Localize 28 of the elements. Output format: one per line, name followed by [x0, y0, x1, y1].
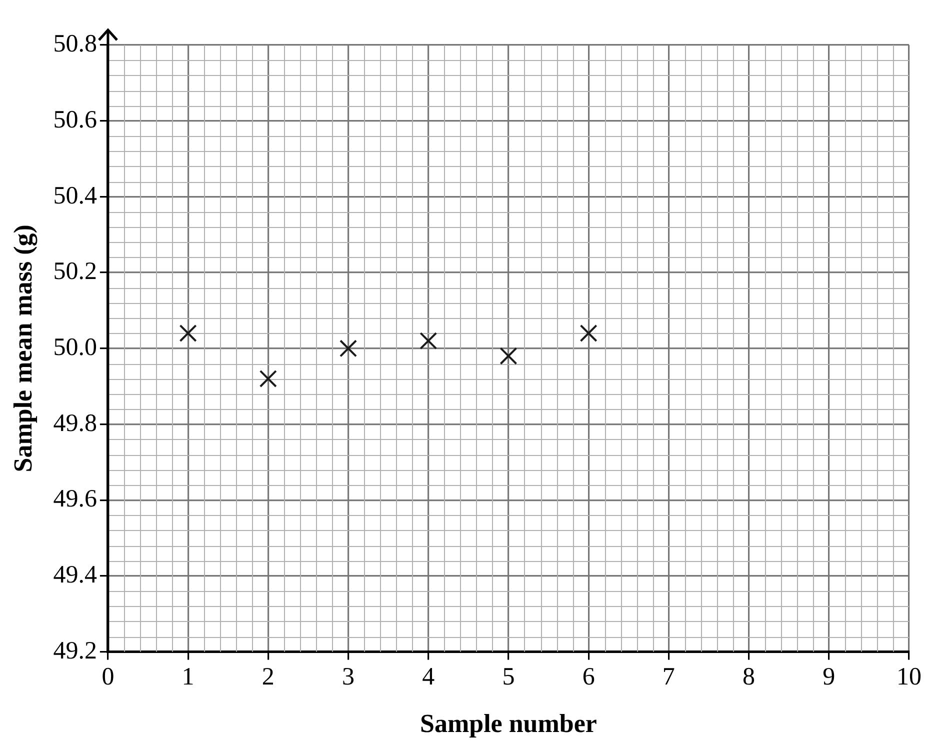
- point: [500, 347, 518, 365]
- x-tick-label: 8: [742, 663, 756, 690]
- x-tick-label: 9: [822, 663, 836, 690]
- point: [580, 324, 598, 342]
- x-tick-label: 5: [502, 663, 515, 690]
- y-tick-label: 49.8: [53, 410, 97, 437]
- x-tick-label: 3: [342, 663, 355, 690]
- point: [339, 340, 358, 358]
- x-tick-label: 10: [896, 663, 922, 690]
- x-tick-label: 6: [582, 663, 595, 690]
- point: [259, 370, 277, 388]
- y-tick-label: 49.6: [53, 486, 97, 513]
- y-tick-label: 50.6: [53, 106, 97, 134]
- y-tick-label: 49.4: [53, 562, 98, 589]
- point: [420, 332, 438, 350]
- y-tick-label: 50.4: [53, 182, 98, 210]
- y-axis-title: Sample mean mass (g): [8, 224, 38, 472]
- y-tick-label: 50.2: [53, 258, 97, 286]
- x-tick-label: 4: [422, 663, 436, 690]
- y-tick-label: 50.8: [53, 30, 97, 58]
- x-axis-title: Sample number: [420, 709, 597, 738]
- y-tick-label: 49.2: [53, 637, 97, 664]
- x-tick-label: 1: [182, 663, 194, 690]
- point: [179, 324, 197, 342]
- x-tick-label: 2: [262, 663, 274, 690]
- x-tick-label: 0: [102, 663, 114, 690]
- x-tick-label: 7: [662, 663, 675, 690]
- y-tick-label: 50.0: [53, 334, 97, 361]
